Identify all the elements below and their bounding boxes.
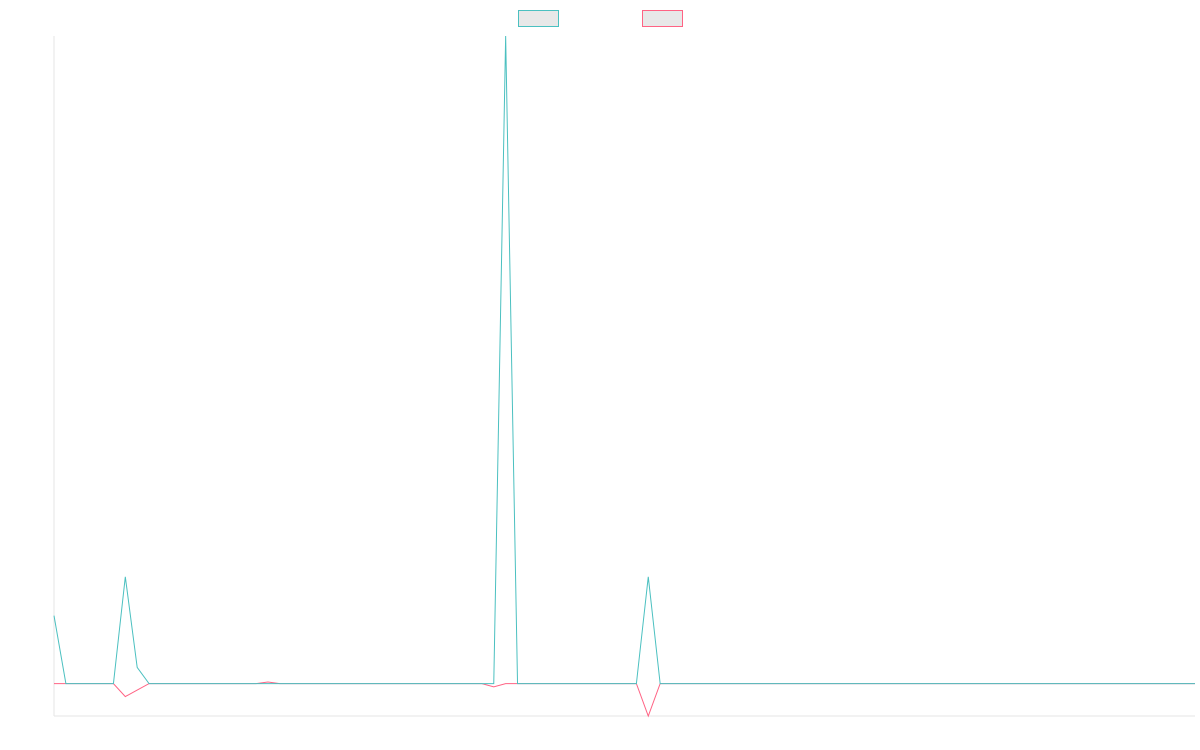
legend-swatch-0 — [518, 10, 559, 27]
legend-swatch-1 — [642, 10, 683, 27]
legend-item-1[interactable] — [642, 10, 683, 27]
legend — [518, 10, 683, 27]
legend-item-0[interactable] — [518, 10, 559, 27]
axes — [53, 36, 1195, 717]
series-line-0 — [53, 35, 1195, 685]
series-layer — [53, 35, 1195, 718]
series-line-1 — [54, 681, 1195, 718]
